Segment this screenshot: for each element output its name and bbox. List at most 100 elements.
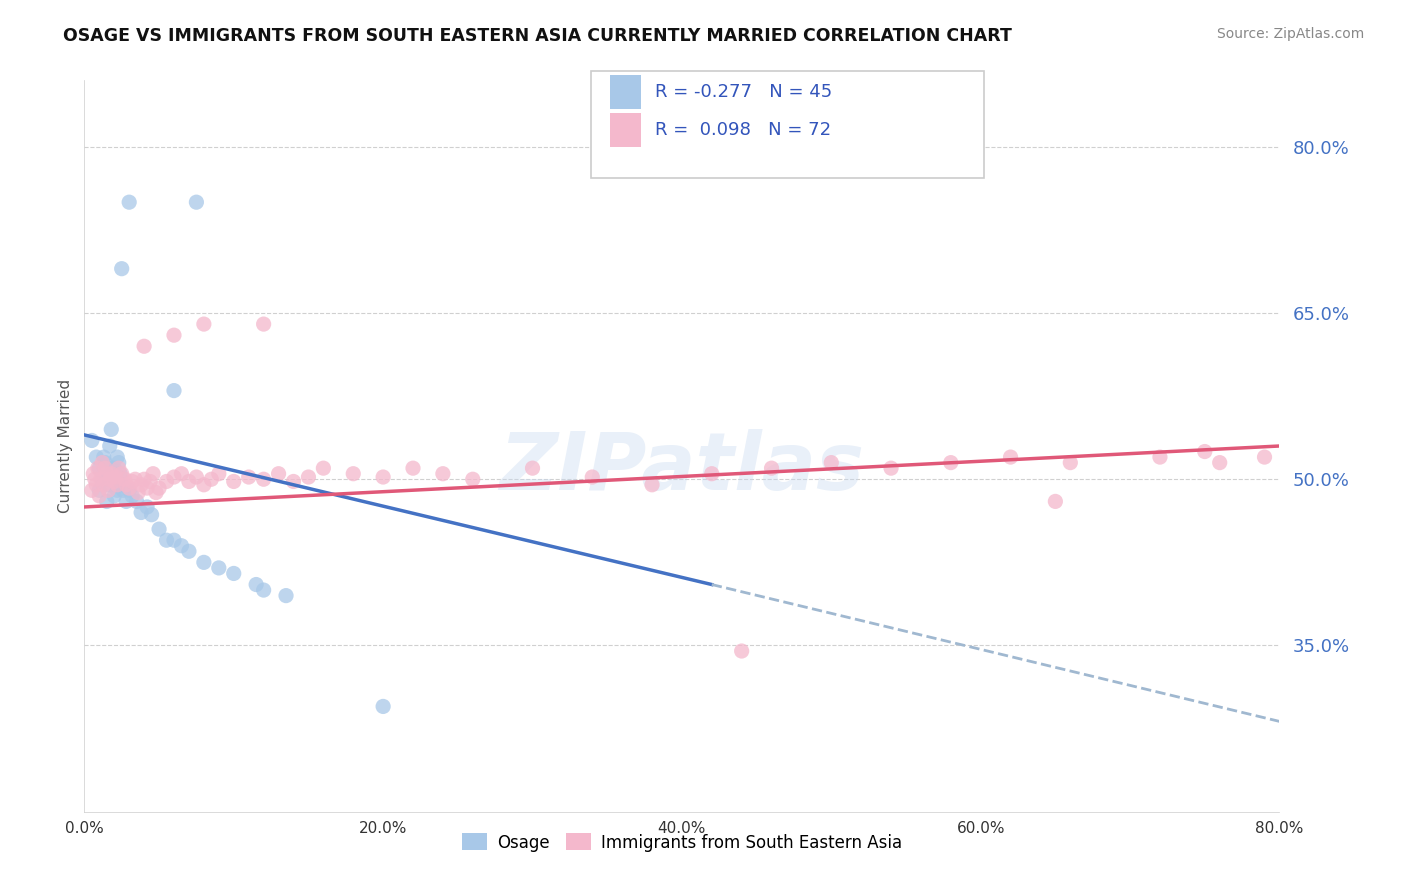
Text: R =  0.098   N = 72: R = 0.098 N = 72 (655, 121, 831, 139)
Point (1000, 450, 1022, 464)
Point (1209, 456, 1232, 470)
Point (98, 439, 121, 453)
Point (98, 472, 121, 486)
Point (118, 481, 141, 495)
Point (1059, 456, 1081, 470)
Point (373, 470, 395, 484)
Point (90, 472, 112, 486)
Point (761, 461, 783, 475)
Point (115, 477, 138, 491)
Point (461, 472, 484, 486)
Y-axis label: Currently Married: Currently Married (58, 379, 73, 513)
Point (125, 494, 148, 508)
Point (245, 577, 267, 591)
Point (238, 470, 260, 484)
Point (177, 544, 200, 558)
Point (148, 481, 170, 495)
Point (253, 317, 276, 331)
Point (115, 494, 138, 508)
Point (163, 533, 186, 548)
Point (581, 470, 603, 484)
Text: R = -0.277   N = 45: R = -0.277 N = 45 (655, 83, 832, 101)
Point (939, 456, 962, 470)
Point (208, 467, 231, 481)
Point (222, 475, 245, 489)
Point (641, 477, 664, 491)
Point (142, 467, 165, 481)
Text: Source: ZipAtlas.com: Source: ZipAtlas.com (1216, 27, 1364, 41)
Point (112, 483, 135, 498)
Point (103, 461, 125, 475)
Point (94, 456, 117, 470)
Point (107, 461, 129, 475)
Point (111, 477, 134, 491)
Point (1149, 450, 1171, 464)
Point (208, 561, 231, 575)
Point (80, 483, 103, 498)
Point (89, 489, 111, 503)
Point (163, 384, 186, 398)
Point (82, 467, 104, 481)
Point (136, 481, 159, 495)
Point (83, 472, 105, 486)
Point (136, 500, 159, 514)
Point (91, 456, 114, 470)
Point (200, 472, 222, 486)
Point (155, 533, 177, 548)
Point (96, 467, 118, 481)
Point (312, 461, 335, 475)
Point (1253, 450, 1275, 464)
Point (86, 477, 108, 491)
Point (105, 450, 128, 464)
Point (93, 450, 115, 464)
Text: OSAGE VS IMMIGRANTS FROM SOUTH EASTERN ASIA CURRENTLY MARRIED CORRELATION CHART: OSAGE VS IMMIGRANTS FROM SOUTH EASTERN A… (63, 27, 1012, 45)
Point (132, 339, 156, 353)
Point (145, 485, 167, 500)
Point (186, 195, 208, 210)
Point (193, 555, 215, 569)
Point (80, 434, 103, 448)
Point (105, 483, 128, 498)
Point (1194, 444, 1216, 458)
Point (89, 461, 111, 475)
Point (170, 539, 193, 553)
Point (96, 467, 118, 481)
Point (129, 477, 152, 491)
Point (297, 470, 319, 484)
Point (104, 467, 127, 481)
Point (342, 467, 364, 481)
Point (100, 461, 122, 475)
Point (700, 467, 723, 481)
Point (253, 472, 276, 486)
Point (820, 456, 842, 470)
Point (96, 494, 118, 508)
Point (522, 461, 544, 475)
Point (93, 477, 115, 491)
Legend: Osage, Immigrants from South Eastern Asia: Osage, Immigrants from South Eastern Asi… (456, 827, 908, 858)
Point (89, 483, 111, 498)
Point (283, 475, 305, 489)
Point (105, 477, 128, 491)
Point (373, 699, 395, 714)
Point (111, 467, 134, 481)
Point (432, 467, 454, 481)
Point (118, 195, 141, 210)
Point (114, 472, 136, 486)
Point (107, 456, 129, 470)
Point (104, 470, 127, 484)
Point (186, 470, 208, 484)
Point (193, 477, 215, 491)
Point (121, 475, 143, 489)
Point (193, 317, 215, 331)
Point (127, 485, 149, 500)
Point (163, 470, 186, 484)
Point (177, 475, 200, 489)
Point (86, 450, 108, 464)
Point (731, 644, 754, 658)
Point (222, 566, 245, 581)
Text: ZIPatlas: ZIPatlas (499, 429, 865, 507)
Point (118, 483, 141, 498)
Point (163, 328, 186, 343)
Point (253, 583, 276, 598)
Point (91, 472, 114, 486)
